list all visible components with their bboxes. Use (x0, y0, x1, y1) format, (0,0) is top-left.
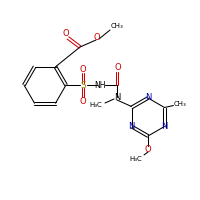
Text: N: N (114, 92, 120, 102)
Text: S: S (80, 80, 86, 90)
Text: O: O (63, 28, 69, 38)
Text: CH₃: CH₃ (174, 102, 187, 108)
Text: H₃C: H₃C (90, 102, 102, 108)
Text: O: O (115, 62, 121, 72)
Text: N: N (161, 122, 168, 131)
Text: CH₃: CH₃ (111, 23, 123, 29)
Text: H₃C: H₃C (130, 156, 142, 162)
Text: O: O (94, 32, 100, 42)
Text: N: N (128, 122, 135, 131)
Text: O: O (145, 144, 151, 154)
Text: O: O (80, 64, 86, 73)
Text: N: N (145, 94, 151, 102)
Text: NH: NH (94, 80, 106, 90)
Text: O: O (80, 97, 86, 106)
